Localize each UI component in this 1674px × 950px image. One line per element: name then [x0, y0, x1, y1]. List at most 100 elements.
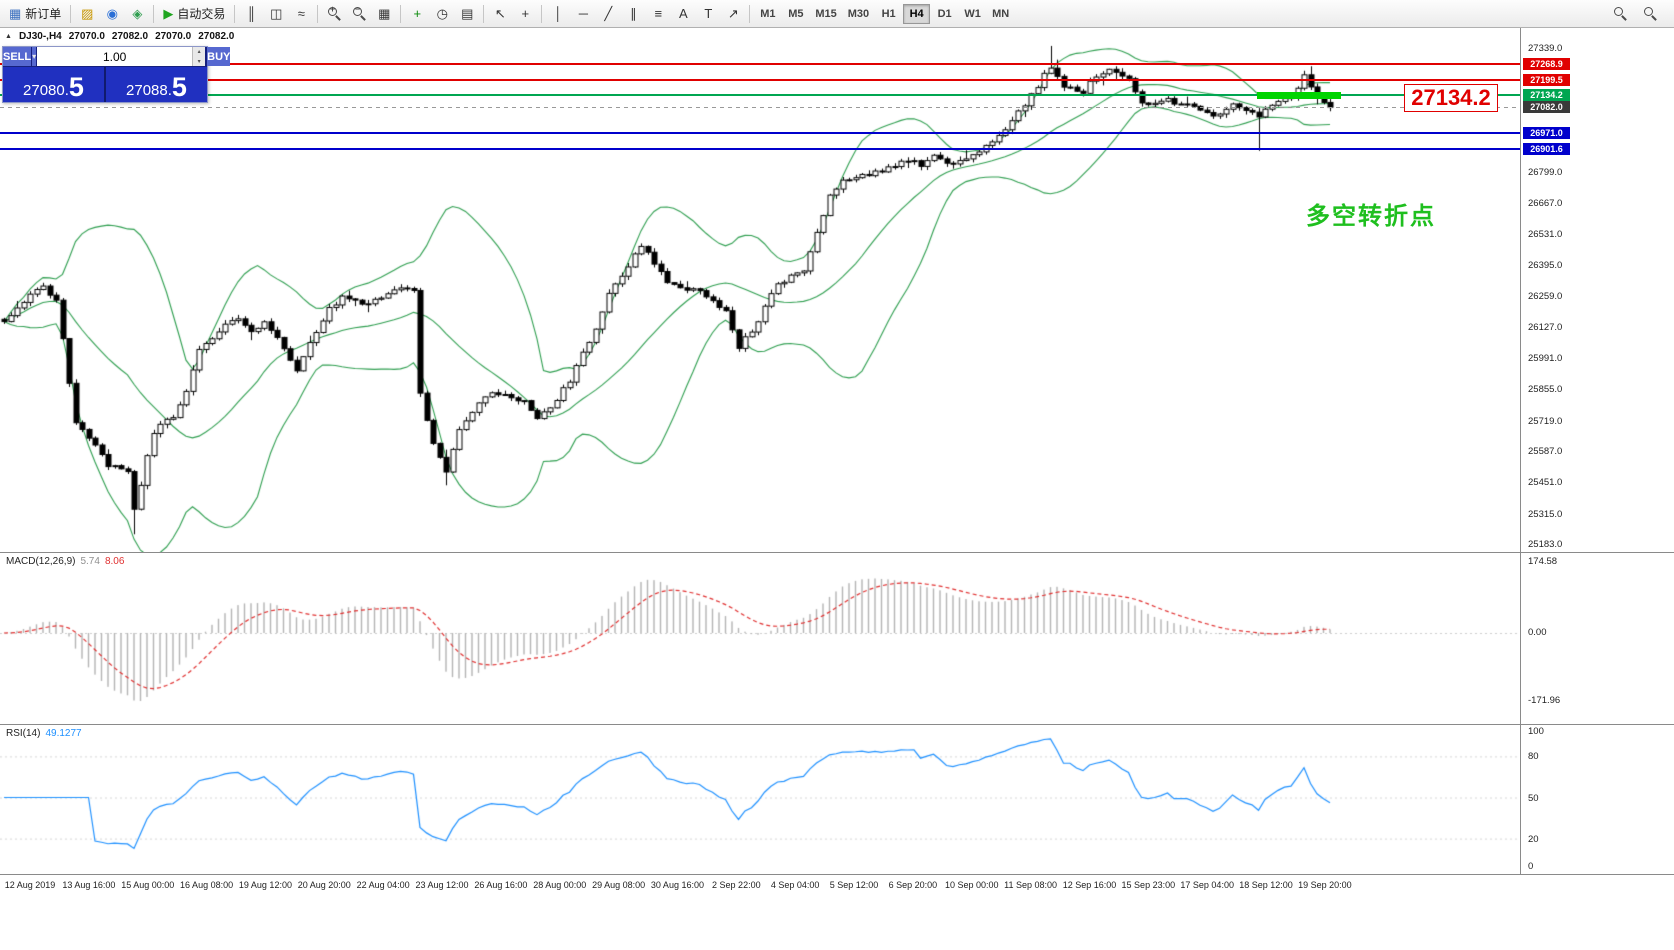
macd-title: MACD(12,26,9)	[6, 556, 76, 567]
current-price-line[interactable]	[0, 106, 1520, 108]
timeframe-m15[interactable]: M15	[810, 4, 841, 24]
rsi-panel: RSI(14) 49.1277	[0, 724, 1520, 875]
price-callout[interactable]: 27134.2	[1404, 84, 1498, 112]
price-axis-label: 25991.0	[1528, 353, 1563, 365]
time-axis-label: 10 Sep 00:00	[944, 880, 999, 890]
trendline-button[interactable]: ╱	[596, 3, 620, 25]
one-click-trading-panel: SELL ▾ ▴ ▾ BUY 27080. 5 27088. 5	[2, 46, 231, 103]
price-axis[interactable]: 27339.0 26799.0 26667.0 26531.0 26395.0 26259…	[1520, 28, 1674, 552]
rsi-canvas[interactable]	[0, 725, 1520, 875]
templates-button[interactable]: ▤	[455, 3, 479, 25]
price-axis-label: 26259.0	[1528, 291, 1563, 303]
resistance-line-2[interactable]	[0, 79, 1520, 82]
time-axis-label: 11 Sep 08:00	[1004, 880, 1058, 890]
macd-canvas[interactable]	[0, 553, 1520, 725]
zoom-in-icon: +	[327, 5, 341, 21]
crosshair-button[interactable]: +	[513, 3, 537, 25]
channel-icon: ∥	[630, 6, 637, 21]
label-icon: T	[704, 6, 713, 21]
price-axis-label: 26127.0	[1528, 321, 1563, 333]
timeframe-mn[interactable]: MN	[987, 4, 1014, 24]
new-order-icon: ▦	[9, 6, 22, 21]
resistance-line-1-price-badge: 27268.9	[1523, 58, 1570, 71]
sell-button[interactable]: SELL	[3, 47, 33, 66]
time-axis-label: 4 Sep 04:00	[770, 880, 820, 890]
bar-chart-type-button[interactable]: ║	[239, 3, 263, 25]
collapse-arrow-icon[interactable]: ▲	[5, 33, 12, 40]
order-type-dropdown[interactable]: ▾	[32, 47, 38, 66]
macd-signal-value: 8.06	[104, 556, 125, 567]
toolbar-separator	[400, 4, 402, 23]
periods-button[interactable]: ◷	[430, 3, 454, 25]
macd-axis-label: -171.96	[1528, 695, 1561, 706]
volume-spinner[interactable]: ▴ ▾	[192, 47, 206, 66]
resistance-line-1[interactable]	[0, 63, 1520, 66]
spinner-up-icon: ▴	[193, 47, 206, 57]
vertical-line-icon: │	[554, 6, 563, 21]
indicators-button[interactable]: +	[405, 3, 429, 25]
search-button[interactable]	[1608, 3, 1632, 25]
timeframe-h1[interactable]: H1	[875, 4, 902, 24]
quick-search-button[interactable]	[1638, 3, 1662, 25]
time-axis[interactable]: 12 Aug 2019 13 Aug 16:00 15 Aug 00:00 16 Au…	[0, 874, 1674, 896]
support-line-2[interactable]	[0, 147, 1520, 150]
main-toolbar: ▦ 新订单 ▨ ◉ ◈ ▶ 自动交易 ║ ◫ ≈ + − ▦ + ◷ ▤ ↖ + │ ─ ╱ ∥ ≡ A T ↗ M1 M…	[0, 0, 1674, 28]
quick-search-icon	[1643, 7, 1657, 21]
price-axis-label: 26531.0	[1528, 228, 1563, 240]
candlestick-chart-type-icon: ◫	[270, 6, 283, 21]
price-axis-label: 25183.0	[1528, 538, 1563, 550]
timeframe-w1[interactable]: W1	[959, 4, 986, 24]
resistance-line-2-price-badge: 27199.5	[1523, 74, 1570, 87]
pivot-annotation[interactable]: 多空转折点	[1306, 203, 1436, 230]
macd-axis[interactable]: 174.58 0.00 -171.96	[1520, 552, 1674, 724]
time-axis-label: 18 Sep 12:00	[1239, 880, 1293, 890]
vertical-line-button[interactable]: │	[546, 3, 570, 25]
new-order-button[interactable]: ▦ 新订单	[4, 3, 66, 25]
line-chart-type-button[interactable]: ≈	[289, 3, 313, 25]
tile-windows-button[interactable]: ▦	[372, 3, 396, 25]
timeframe-m5[interactable]: M5	[782, 4, 809, 24]
highlight-segment[interactable]	[1256, 91, 1341, 99]
sell-price-big-digit: 5	[68, 72, 84, 103]
chart-profile-icon: ▨	[81, 6, 94, 21]
pivot-line[interactable]	[0, 94, 1520, 97]
high-value: 27082.0	[111, 31, 149, 42]
channel-button[interactable]: ∥	[621, 3, 645, 25]
fibonacci-button[interactable]: ≡	[646, 3, 670, 25]
support-line-1[interactable]	[0, 131, 1520, 134]
time-axis-label: 12 Sep 16:00	[1062, 880, 1117, 890]
chevron-down-icon: ▾	[32, 52, 37, 61]
horizontal-line-button[interactable]: ─	[571, 3, 595, 25]
chart-profile-button[interactable]: ▨	[75, 3, 99, 25]
close-value: 27082.0	[198, 31, 235, 42]
auto-trading-button[interactable]: ▶ 自动交易	[158, 3, 230, 25]
volume-field: ▴ ▾	[37, 47, 207, 66]
zoom-in-button[interactable]: +	[322, 3, 346, 25]
buy-button[interactable]: BUY	[206, 47, 231, 66]
timeframe-d1[interactable]: D1	[931, 4, 958, 24]
market-watch-button[interactable]: ◉	[100, 3, 124, 25]
macd-indicator-label: MACD(12,26,9) 5.74 8.06	[6, 556, 124, 567]
candlestick-chart-type-button[interactable]: ◫	[264, 3, 288, 25]
volume-input[interactable]	[37, 47, 193, 66]
arrows-icon: ↗	[727, 6, 739, 21]
timeframe-m1[interactable]: M1	[754, 4, 781, 24]
toolbar-separator	[153, 4, 155, 23]
data-window-button[interactable]: ◈	[125, 3, 149, 25]
timeframe-h4[interactable]: H4	[903, 3, 931, 24]
rsi-value: 49.1277	[45, 728, 82, 739]
text-button[interactable]: A	[671, 3, 695, 25]
price-axis-label: 26667.0	[1528, 197, 1563, 209]
buy-price-display[interactable]: 27088. 5	[106, 67, 207, 102]
sell-price-display[interactable]: 27080. 5	[3, 67, 106, 102]
market-watch-icon: ◉	[106, 6, 118, 21]
cursor-button[interactable]: ↖	[488, 3, 512, 25]
price-axis-label: 25315.0	[1528, 508, 1563, 520]
text-icon: A	[678, 6, 688, 21]
zoom-out-button[interactable]: −	[347, 3, 371, 25]
label-button[interactable]: T	[696, 3, 720, 25]
rsi-axis[interactable]: 100 80 50 20 0	[1520, 724, 1674, 874]
candlestick-canvas[interactable]	[0, 28, 1520, 552]
timeframe-m30[interactable]: M30	[843, 4, 874, 24]
arrows-button[interactable]: ↗	[721, 3, 745, 25]
